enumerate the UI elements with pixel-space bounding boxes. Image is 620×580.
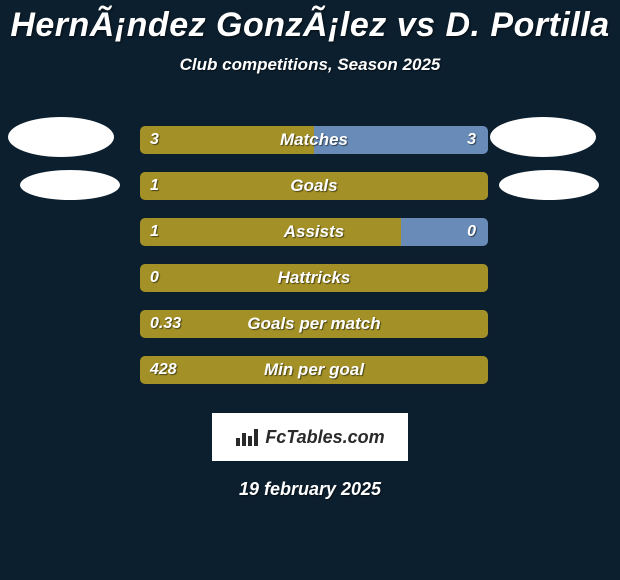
stat-row: 428Min per goal [0,355,620,401]
stat-row: 0Hattricks [0,263,620,309]
bar-chart-icon [235,427,259,447]
stat-rows: 33Matches1Goals10Assists0Hattricks0.33Go… [0,117,620,401]
stat-row: 10Assists [0,217,620,263]
logo-box[interactable]: FcTables.com [212,413,408,461]
stat-label: Assists [139,217,489,247]
logo-text: FcTables.com [265,427,384,448]
date-label: 19 february 2025 [0,479,620,500]
stat-label: Min per goal [139,355,489,385]
stat-row: 0.33Goals per match [0,309,620,355]
stat-row: 33Matches [0,125,620,171]
subtitle: Club competitions, Season 2025 [0,55,620,75]
page-title: HernÃ¡ndez GonzÃ¡lez vs D. Portilla [0,0,620,45]
stat-label: Goals [139,171,489,201]
stat-label: Goals per match [139,309,489,339]
chart-area: 33Matches1Goals10Assists0Hattricks0.33Go… [0,117,620,500]
stat-label: Matches [139,125,489,155]
stat-row: 1Goals [0,171,620,217]
stat-label: Hattricks [139,263,489,293]
canvas: HernÃ¡ndez GonzÃ¡lez vs D. Portilla Club… [0,0,620,580]
